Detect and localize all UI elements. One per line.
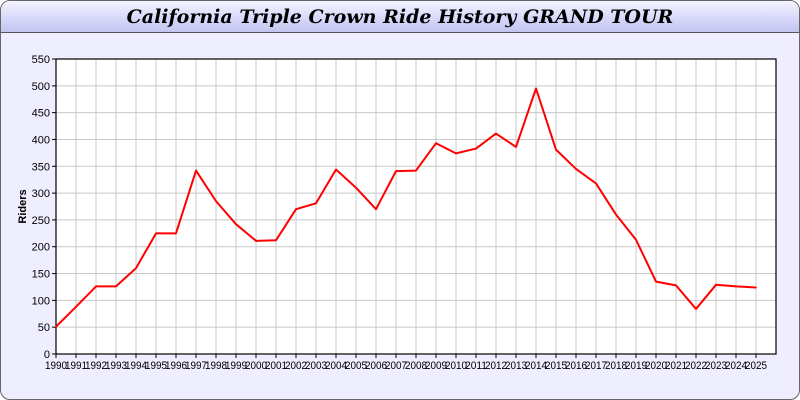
y-tick-label: 50: [38, 322, 50, 334]
y-tick-label: 450: [32, 108, 50, 120]
chart-title: California Triple Crown Ride History GRA…: [126, 5, 674, 28]
x-tick-label: 2011: [465, 360, 487, 372]
plot-border: [55, 58, 777, 355]
data-point: [315, 202, 317, 205]
x-tick-label: 2000: [245, 360, 267, 372]
data-point: [715, 284, 717, 286]
y-tick-label: 400: [32, 134, 50, 146]
x-tick-label: 2010: [445, 360, 467, 372]
data-point: [435, 142, 437, 145]
x-tick-label: 1990: [45, 360, 67, 372]
x-tick-label: 2008: [405, 360, 427, 372]
data-point: [115, 285, 117, 288]
y-tick-label: 200: [32, 242, 50, 254]
x-tick-label: 2012: [485, 360, 507, 372]
data-point: [255, 240, 257, 242]
data-point: [655, 280, 657, 283]
data-point: [735, 285, 737, 288]
data-point: [235, 223, 237, 225]
y-tick-label: 150: [32, 269, 50, 281]
x-tick-label: 2025: [745, 360, 767, 372]
data-point: [295, 208, 297, 210]
data-point: [415, 169, 417, 172]
y-axis-label: Riders: [17, 189, 29, 223]
x-tick-label: 2004: [325, 360, 347, 372]
data-point: [135, 267, 137, 269]
data-point: [595, 182, 597, 185]
y-tick-label: 300: [32, 188, 50, 200]
data-point: [515, 146, 517, 148]
x-tick-label: 2007: [385, 360, 407, 372]
x-tick-label: 2006: [365, 360, 387, 372]
y-tick-label: 500: [32, 81, 50, 93]
x-tick-label: 2016: [565, 360, 587, 372]
x-tick-label: 2015: [545, 360, 567, 372]
x-tick-label: 1991: [65, 360, 87, 372]
data-point: [695, 308, 697, 310]
x-tick-label: 2017: [585, 360, 607, 372]
x-tick-label: 2003: [305, 360, 327, 372]
data-point: [535, 87, 537, 90]
y-tick-label: 100: [32, 295, 50, 307]
data-point: [75, 306, 77, 308]
data-point: [335, 168, 337, 171]
x-tick-label: 2020: [645, 360, 667, 372]
data-point: [355, 186, 357, 189]
data-point: [375, 208, 377, 210]
series-line: [55, 87, 757, 328]
data-point: [395, 170, 397, 172]
data-point: [615, 213, 617, 216]
x-tick-label: 2024: [725, 360, 747, 372]
data-point: [155, 232, 157, 235]
data-point: [675, 284, 677, 287]
x-tick-label: 2021: [665, 360, 687, 372]
y-tick-label: 550: [32, 54, 50, 66]
x-tick-label: 1996: [165, 360, 187, 372]
x-tick-label: 1993: [105, 360, 127, 372]
x-tick-label: 1998: [205, 360, 227, 372]
y-tick-label: 250: [32, 215, 50, 227]
x-tick-label: 1999: [225, 360, 247, 372]
data-point: [635, 238, 637, 241]
data-point: [195, 169, 197, 172]
x-tick-label: 1992: [85, 360, 107, 372]
x-tick-label: 2019: [625, 360, 647, 372]
title-bar: California Triple Crown Ride History GRA…: [1, 1, 799, 33]
x-tick-label: 1995: [145, 360, 167, 372]
x-tick-label: 2009: [425, 360, 447, 372]
x-tick-label: 2018: [605, 360, 627, 372]
y-tick-label: 0: [44, 349, 50, 361]
x-tick-label: 2002: [285, 360, 307, 372]
x-tick-label: 2005: [345, 360, 367, 372]
data-point: [175, 232, 177, 235]
x-tick-label: 2023: [705, 360, 727, 372]
x-tick-label: 1997: [185, 360, 207, 372]
data-point: [455, 152, 457, 155]
data-point: [95, 285, 97, 288]
x-tick-label: 2001: [265, 360, 287, 372]
x-tick-label: 2022: [685, 360, 707, 372]
data-point: [575, 168, 577, 170]
data-point: [275, 239, 277, 242]
data-point: [555, 148, 557, 151]
x-tick-label: 2013: [505, 360, 527, 372]
data-point: [755, 286, 757, 289]
data-point: [215, 200, 217, 202]
data-point: [55, 325, 57, 328]
x-tick-label: 1994: [125, 360, 147, 372]
x-tick-label: 2014: [525, 360, 547, 372]
y-tick-label: 350: [32, 161, 50, 173]
data-point: [475, 147, 477, 150]
data-point: [495, 132, 497, 135]
